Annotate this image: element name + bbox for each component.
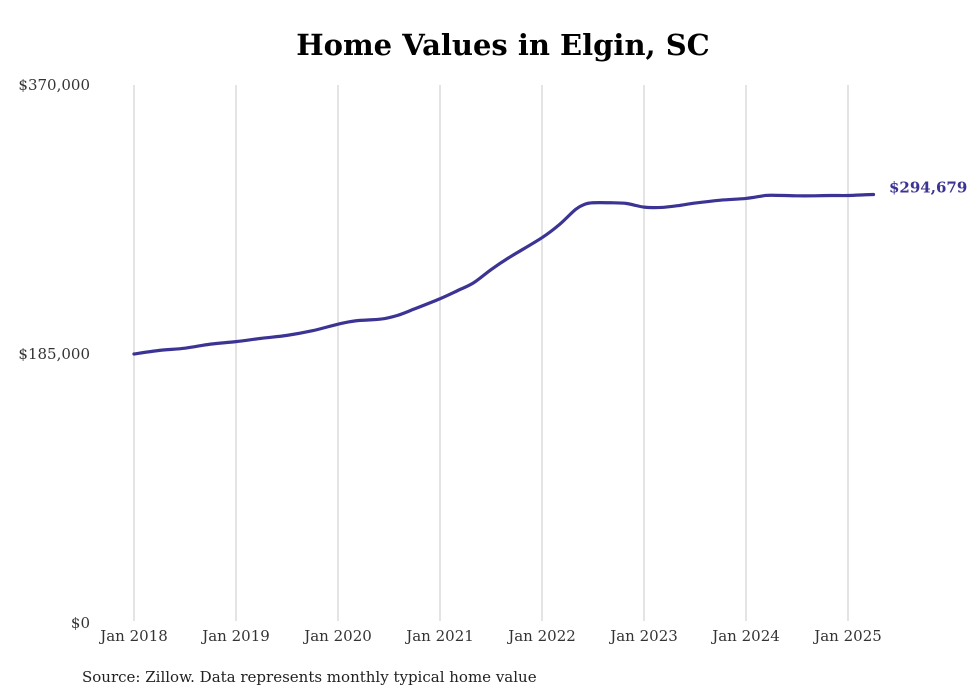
y-tick-label-0: $0 xyxy=(71,614,90,632)
x-tick-label-2: Jan 2020 xyxy=(302,627,372,645)
y-axis-ticks: $0 $185,000 $370,000 xyxy=(18,76,90,632)
x-tick-label-3: Jan 2021 xyxy=(404,627,474,645)
grid-layer xyxy=(133,85,849,621)
source-note: Source: Zillow. Data represents monthly … xyxy=(82,668,537,686)
x-tick-label-7: Jan 2025 xyxy=(812,627,882,645)
x-tick-label-1: Jan 2019 xyxy=(200,627,270,645)
x-tick-label-6: Jan 2024 xyxy=(710,627,780,645)
label-layer: $294,679 xyxy=(889,179,967,197)
x-tick-label-4: Jan 2022 xyxy=(506,627,576,645)
x-tick-label-0: Jan 2018 xyxy=(98,627,168,645)
x-tick-label-5: Jan 2023 xyxy=(608,627,678,645)
x-axis-ticks: Jan 2018 Jan 2019 Jan 2020 Jan 2021 Jan 2022… xyxy=(98,627,882,645)
chart-title: Home Values in Elgin, SC xyxy=(296,28,710,62)
series-layer xyxy=(132,192,876,356)
y-tick-label-2: $370,000 xyxy=(18,76,90,94)
series-line-0 xyxy=(132,192,876,356)
y-tick-label-1: $185,000 xyxy=(18,345,90,363)
end-value-label: $294,679 xyxy=(889,179,967,197)
